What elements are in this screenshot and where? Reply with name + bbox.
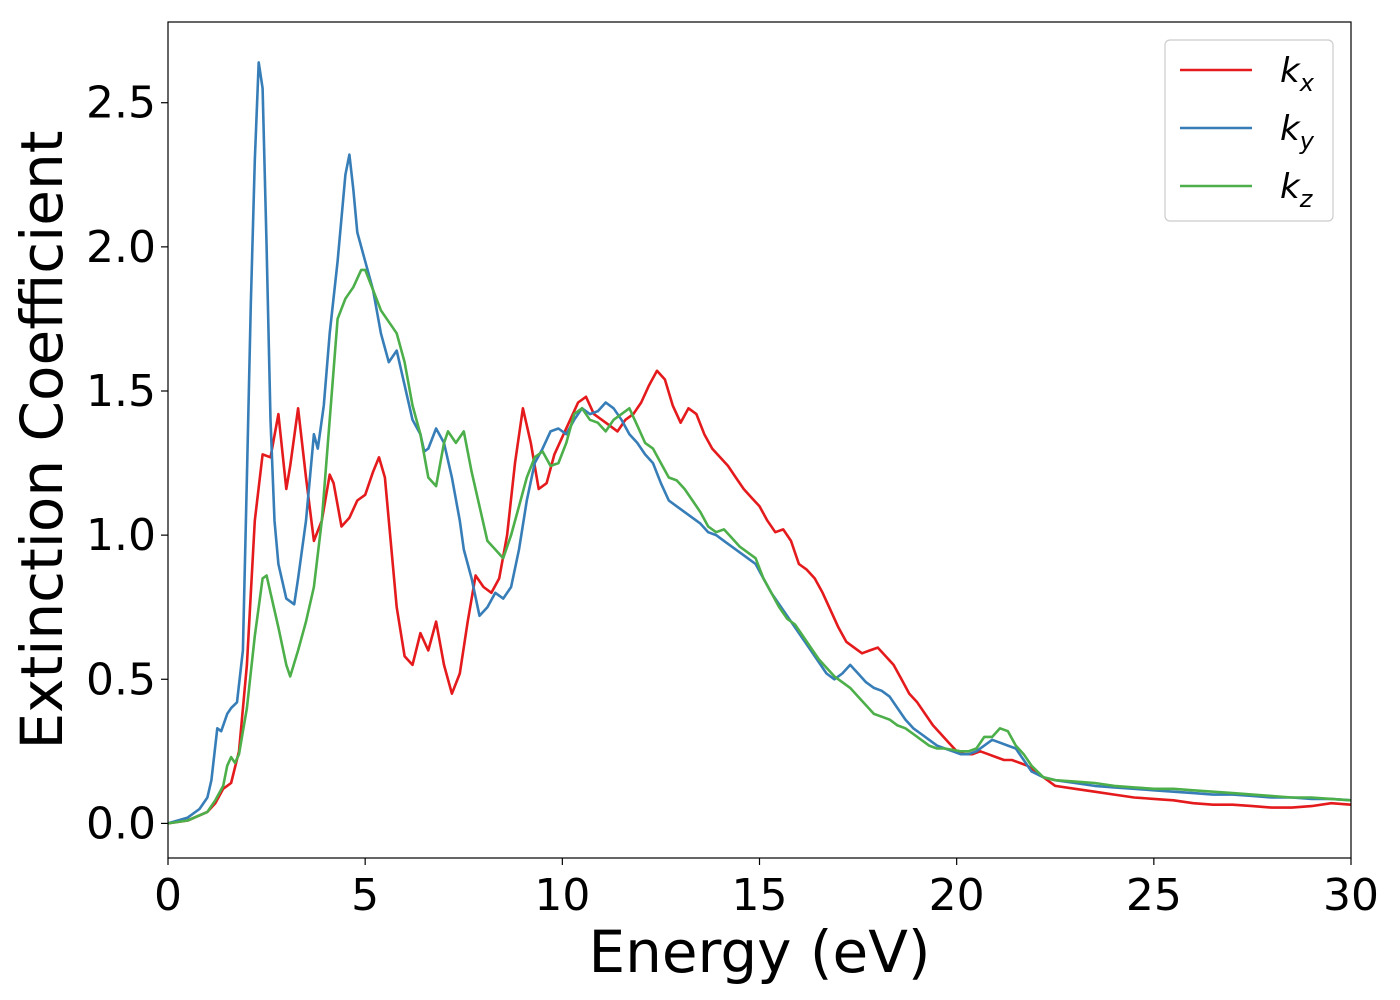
y-tick-label: 0.0: [86, 798, 156, 849]
axes-layer: 0 5 10 15 20 25 30 0.0 0.5 1.0 1.5 2.0 2.5 Energy (eV…: [8, 21, 1379, 986]
series-line-ky: [168, 61, 1351, 825]
x-tick-label: 0: [154, 870, 182, 921]
y-tick-label: 2.0: [86, 222, 156, 273]
y-tick-label: 1.5: [86, 366, 156, 417]
x-tick-label: 15: [732, 870, 788, 921]
y-tick-label: 2.5: [86, 78, 156, 129]
x-tick-label: 30: [1323, 870, 1379, 921]
y-axis-label: Extinction Coefficient: [8, 131, 76, 750]
legend-box: [1164, 39, 1334, 222]
x-tick-label: 25: [1126, 870, 1182, 921]
series-layer: [168, 61, 1351, 825]
x-tick-label: 20: [929, 870, 985, 921]
x-tick-label: 5: [351, 870, 379, 921]
x-axis-label: Energy (eV): [588, 918, 930, 986]
series-line-kx: [168, 369, 1351, 825]
legend-label-ky: ky: [1280, 109, 1315, 155]
y-tick-label: 1.0: [86, 510, 156, 561]
series-line-kz: [168, 268, 1351, 825]
y-tick-label: 0.5: [86, 654, 156, 705]
x-tick-label: 10: [534, 870, 590, 921]
